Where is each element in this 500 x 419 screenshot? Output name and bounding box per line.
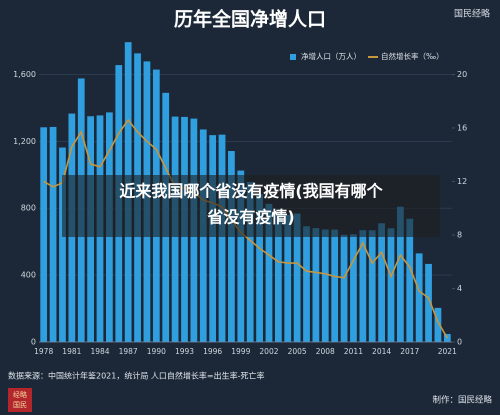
brand: 国民经略 [454,8,490,20]
legend-label: 净增人口（万人） [301,51,361,61]
bar [368,230,376,342]
x-tick-label: 1987 [119,347,138,356]
bar [284,214,292,342]
bar [218,134,226,342]
y2-tick-label: 20 [457,70,467,79]
y2-tick-label: 0 [457,338,462,347]
x-tick-label: 2008 [316,347,335,356]
bar [59,147,66,342]
bar [350,234,357,342]
bar [340,234,348,342]
bar [293,213,301,342]
overlay-box [62,175,440,237]
bar [387,228,395,342]
x-tick-label: 2017 [400,347,419,356]
bar [228,151,235,342]
source-note: 数据来源：中国统计年鉴2021，统计局 人口自然增长率=出生率-死亡率 [8,371,265,381]
x-tick-label: 1993 [175,347,194,356]
bar [425,263,432,342]
x-tick-label: 1990 [147,347,166,356]
bar [49,126,57,342]
x-tick-label: 1996 [203,347,222,356]
x-tick-label: 2021 [438,347,457,356]
y2-tick-label: 16 [457,123,467,132]
legend-swatch [290,54,296,60]
x-tick-label: 1984 [90,347,109,356]
bar [378,223,385,342]
bar [274,212,282,342]
y-tick-label: 800 [21,204,36,213]
bar [434,307,442,342]
bar [209,135,217,342]
y-tick-label: 0 [31,338,36,347]
bar [40,127,48,342]
legend-label: 自然增长率（‰） [381,51,444,61]
bar [396,206,404,342]
seal [8,388,32,412]
bar [331,229,339,342]
y-tick-label: 1,200 [13,137,36,146]
overlay-text: 近来我国哪个省没有疫情(我国有哪个 [119,182,383,201]
bar [265,203,273,342]
bar [246,181,254,342]
bar [359,230,367,342]
bar [237,170,245,342]
y-tick-label: 400 [21,271,36,280]
chart-title: 历年全国净增人口 [174,8,326,31]
bar [312,228,320,342]
x-tick-label: 2014 [372,347,391,356]
x-tick-label: 2002 [259,347,278,356]
bar [406,218,414,342]
y2-tick-label: 4 [457,284,462,293]
y-tick-label: 1,600 [13,70,36,79]
bar [303,226,310,342]
overlay-text: 省没有疫情) [206,208,294,227]
x-tick-label: 1978 [34,347,53,356]
y2-tick-label: 8 [457,230,462,239]
credit: 制作：国民经略 [432,395,492,406]
bar [256,194,263,342]
bar [415,253,423,342]
seal-text: 国民 [13,401,27,409]
x-tick-label: 1981 [62,347,81,356]
x-tick-label: 2005 [288,347,307,356]
x-tick-label: 1999 [231,347,250,356]
y2-tick-label: 12 [457,177,467,186]
seal-text: 经略 [13,390,27,399]
x-tick-label: 2011 [344,347,363,356]
bar [321,229,329,342]
